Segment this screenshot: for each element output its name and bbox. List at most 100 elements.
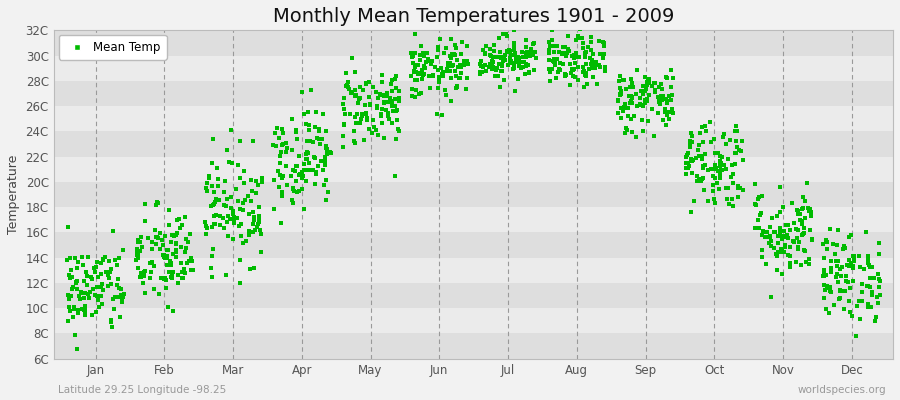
Point bbox=[76, 262, 90, 268]
Point bbox=[410, 87, 424, 93]
Point bbox=[449, 56, 464, 63]
Point bbox=[449, 73, 464, 80]
Point bbox=[561, 46, 575, 52]
Point bbox=[236, 200, 250, 207]
Point bbox=[488, 73, 502, 80]
Point bbox=[565, 52, 580, 59]
Point bbox=[855, 280, 869, 287]
Point bbox=[233, 206, 248, 212]
Point bbox=[129, 257, 143, 264]
Point bbox=[285, 115, 300, 122]
Point bbox=[358, 80, 373, 86]
Point bbox=[297, 111, 311, 118]
Point bbox=[244, 177, 258, 183]
Point bbox=[544, 26, 559, 33]
Point bbox=[598, 63, 612, 70]
Point bbox=[210, 196, 224, 203]
Point bbox=[701, 166, 716, 173]
Point bbox=[225, 236, 239, 242]
Point bbox=[227, 220, 241, 226]
Point bbox=[634, 102, 648, 108]
Point bbox=[692, 142, 706, 148]
Point bbox=[755, 193, 770, 199]
Point bbox=[347, 128, 362, 134]
Point bbox=[496, 58, 510, 65]
Point bbox=[597, 51, 611, 58]
Point bbox=[473, 63, 488, 69]
Point bbox=[86, 264, 101, 271]
Point bbox=[296, 173, 310, 179]
Point bbox=[719, 141, 733, 148]
Point bbox=[872, 292, 886, 298]
Point bbox=[868, 314, 883, 320]
Point bbox=[663, 67, 678, 73]
Point bbox=[768, 229, 782, 235]
Point bbox=[590, 58, 604, 65]
Point bbox=[347, 138, 362, 144]
Point bbox=[572, 54, 586, 60]
Point bbox=[648, 87, 662, 93]
Point bbox=[831, 258, 845, 264]
Point bbox=[734, 184, 748, 191]
Point bbox=[230, 215, 244, 222]
Point bbox=[407, 68, 421, 74]
Point bbox=[134, 274, 148, 280]
Point bbox=[70, 346, 85, 353]
Point bbox=[506, 52, 520, 58]
Point bbox=[441, 62, 455, 68]
Point bbox=[162, 221, 176, 228]
Point bbox=[445, 51, 459, 57]
Point bbox=[410, 62, 425, 68]
Point bbox=[614, 88, 628, 94]
Point bbox=[417, 63, 431, 69]
Point bbox=[294, 169, 309, 175]
Point bbox=[637, 97, 652, 104]
Point bbox=[497, 54, 511, 61]
Point bbox=[712, 186, 726, 192]
Point bbox=[656, 93, 670, 100]
Point bbox=[313, 141, 328, 147]
Point bbox=[864, 304, 878, 311]
Point bbox=[418, 52, 432, 59]
Point bbox=[698, 151, 713, 158]
Point bbox=[773, 225, 788, 231]
Point bbox=[844, 232, 859, 239]
Point bbox=[112, 314, 127, 320]
Point bbox=[852, 298, 867, 304]
Point bbox=[168, 240, 183, 246]
Point bbox=[777, 228, 791, 234]
Point bbox=[227, 214, 241, 220]
Point bbox=[348, 114, 363, 120]
Point bbox=[566, 66, 580, 73]
Point bbox=[555, 44, 570, 50]
Point bbox=[276, 130, 291, 136]
Point bbox=[711, 168, 725, 174]
Point bbox=[67, 306, 81, 312]
Point bbox=[516, 64, 530, 70]
Point bbox=[245, 188, 259, 194]
Point bbox=[578, 53, 592, 60]
Point bbox=[252, 212, 266, 219]
Point bbox=[208, 199, 222, 206]
Point bbox=[408, 50, 422, 56]
Point bbox=[160, 255, 175, 261]
Point bbox=[641, 77, 655, 83]
Point bbox=[247, 216, 261, 223]
Point bbox=[68, 280, 83, 286]
Point bbox=[220, 196, 234, 202]
Point bbox=[842, 263, 857, 269]
Point bbox=[271, 168, 285, 174]
Point bbox=[764, 238, 778, 244]
Point bbox=[405, 54, 419, 60]
Point bbox=[448, 52, 463, 58]
Point bbox=[751, 217, 765, 224]
Point bbox=[175, 275, 189, 282]
Point bbox=[626, 84, 640, 90]
Point bbox=[274, 126, 289, 132]
Point bbox=[304, 87, 319, 93]
Point bbox=[404, 73, 419, 79]
Point bbox=[707, 199, 722, 206]
Point bbox=[804, 212, 818, 219]
Point bbox=[389, 136, 403, 142]
Point bbox=[380, 90, 394, 96]
